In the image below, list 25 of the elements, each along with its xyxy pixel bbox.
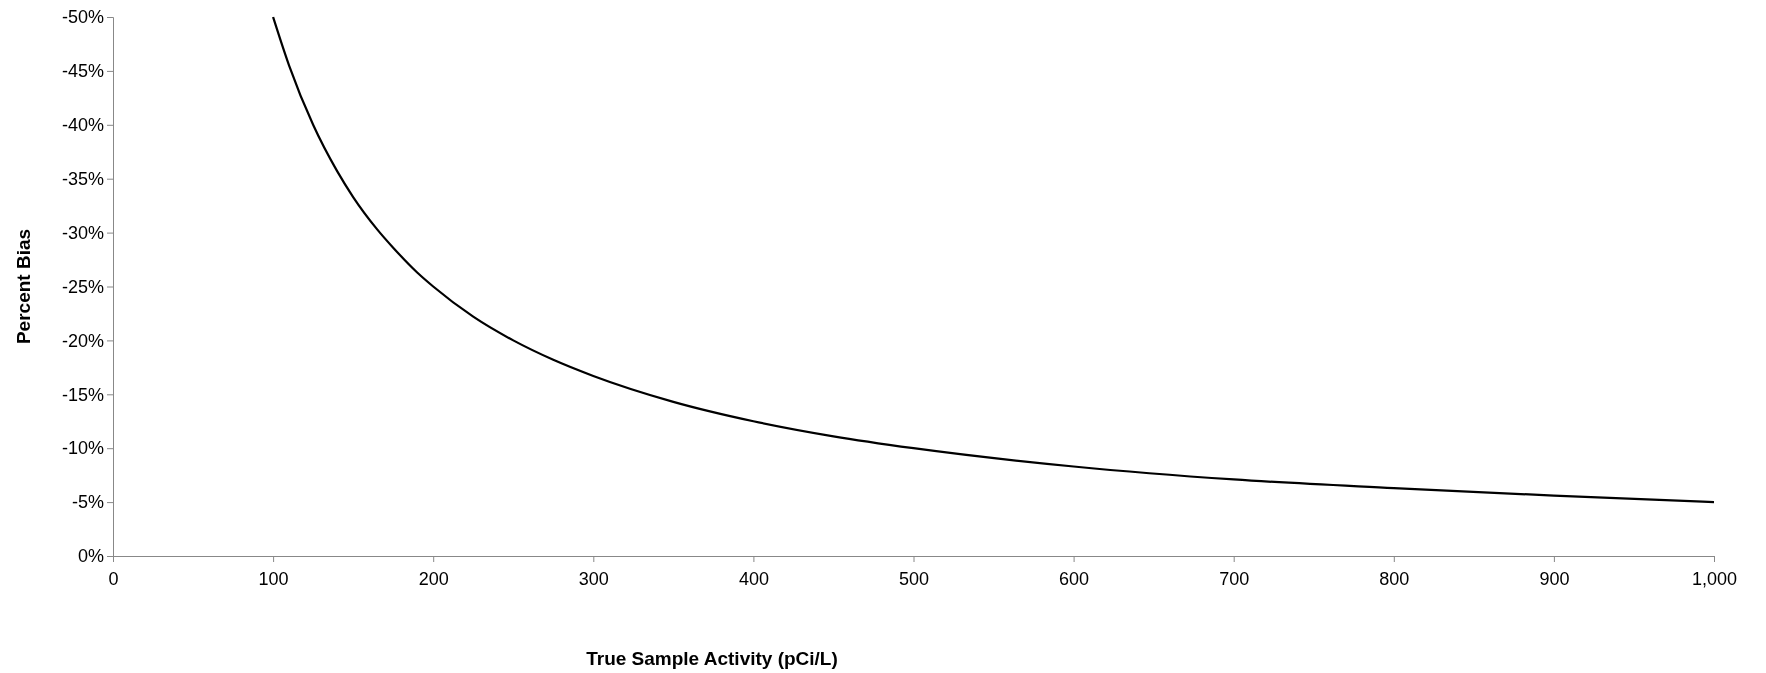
x-axis-title: True Sample Activity (pCi/L) [586, 648, 838, 669]
x-tick-label: 500 [898, 568, 930, 589]
x-tick-label: 300 [578, 568, 609, 589]
y-tick-label: -50% [61, 7, 104, 28]
x-tick-label: 0 [108, 568, 119, 589]
x-tick-label: 1,000 [1691, 568, 1738, 589]
x-tick-label: 100 [258, 568, 289, 589]
y-tick-label: -25% [61, 276, 104, 297]
x-tick-label: 700 [1219, 568, 1250, 589]
x-tick-label: 800 [1379, 568, 1410, 589]
y-tick-label: -40% [61, 115, 104, 136]
x-tick-label: 600 [1059, 568, 1090, 589]
y-tick-label: -35% [61, 168, 104, 189]
x-tick-label: 200 [418, 568, 449, 589]
line-series [272, 15, 1716, 504]
y-tick-label: -45% [61, 61, 104, 82]
y-tick-label: 0% [77, 546, 104, 567]
y-tick-label: -15% [61, 384, 104, 405]
x-tick-label: 900 [1539, 568, 1570, 589]
y-tick-label: -20% [61, 330, 104, 351]
y-tick-label: -10% [61, 438, 104, 459]
y-tick-label: -30% [61, 222, 104, 243]
x-tick-label: 400 [738, 568, 769, 589]
y-axis-title: Percent Bias [13, 228, 34, 345]
y-tick-label: -5% [71, 492, 104, 513]
